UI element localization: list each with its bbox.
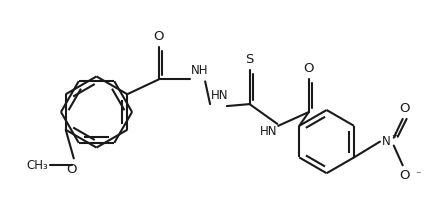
Text: O: O — [304, 62, 314, 75]
Text: ⁻: ⁻ — [416, 170, 421, 180]
Text: O: O — [399, 169, 410, 182]
Text: HN: HN — [260, 125, 277, 138]
Text: O: O — [153, 30, 164, 43]
Text: NH: NH — [191, 65, 209, 78]
Text: O: O — [399, 102, 410, 115]
Text: CH₃: CH₃ — [26, 159, 48, 172]
Text: +: + — [391, 131, 397, 140]
Text: HN: HN — [211, 89, 229, 102]
Text: S: S — [246, 53, 254, 66]
Text: N: N — [382, 135, 391, 148]
Text: O: O — [67, 163, 77, 176]
